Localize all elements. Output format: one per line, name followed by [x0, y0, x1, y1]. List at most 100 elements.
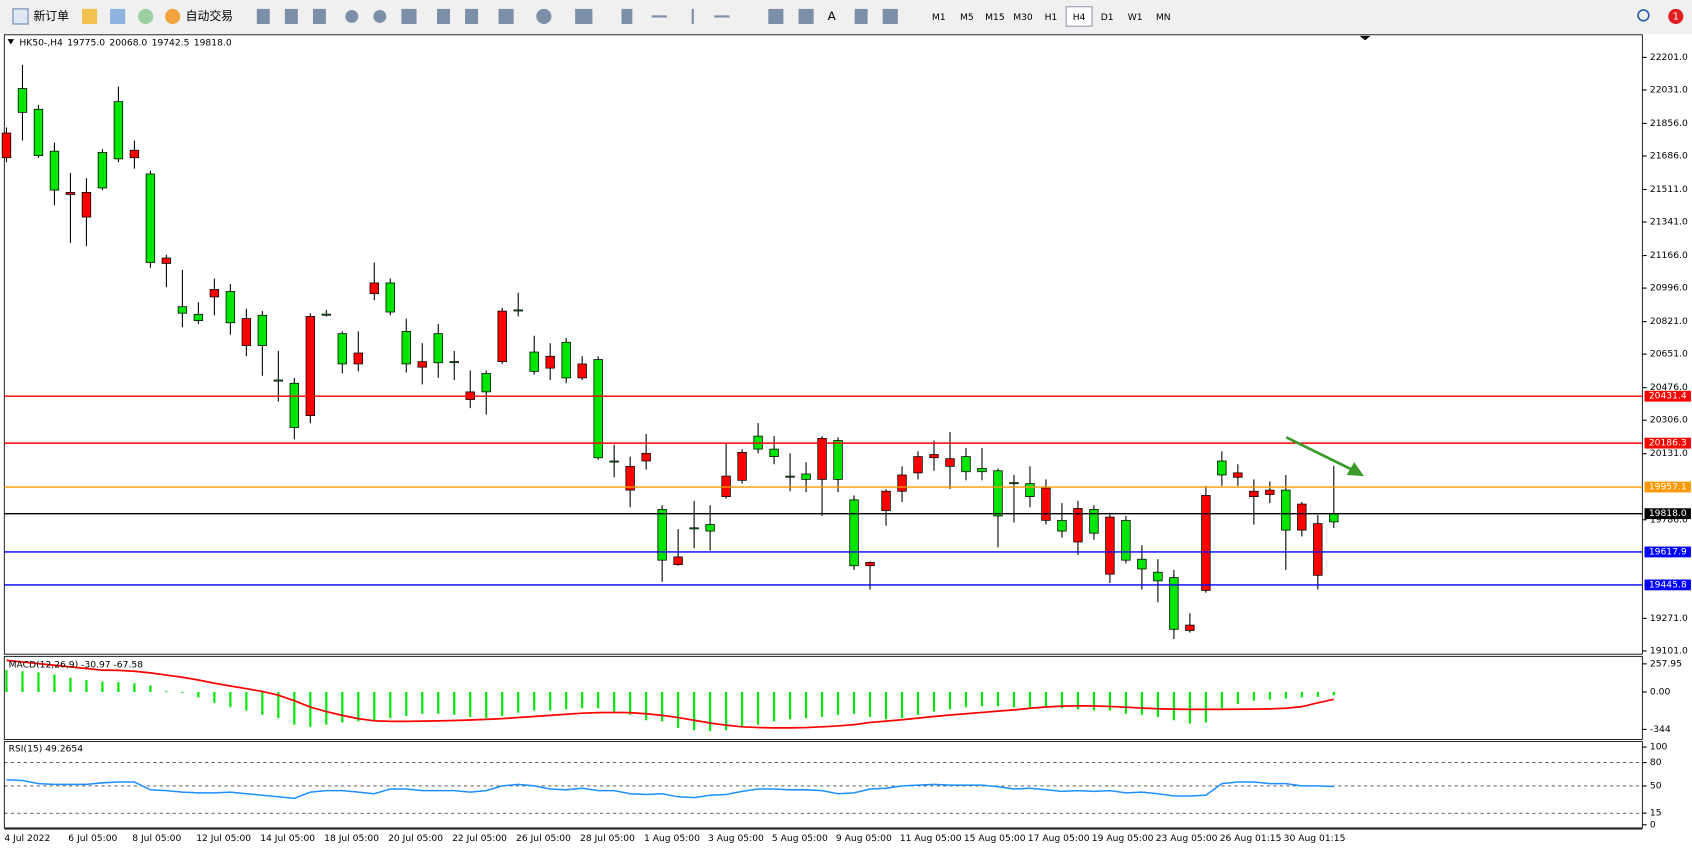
icon[interactable] [284, 8, 298, 25]
level-tag [1644, 437, 1691, 449]
x-tick-label: 8 Jul 05:00 [132, 833, 181, 844]
macd-bar [629, 691, 632, 715]
icon[interactable] [110, 8, 126, 25]
icon[interactable] [854, 8, 868, 25]
icon[interactable] [651, 15, 667, 18]
icon[interactable] [575, 8, 593, 25]
icon[interactable] [82, 8, 98, 25]
search-icon[interactable] [1637, 9, 1650, 22]
candle-body [897, 474, 907, 492]
toolbar-button[interactable]: 新订单 [33, 9, 69, 23]
x-tick-label: 9 Aug 05:00 [836, 833, 892, 844]
macd-bar [1316, 691, 1319, 697]
macd-bar [1108, 691, 1112, 711]
icon[interactable] [691, 8, 694, 25]
shift-marker [1359, 35, 1371, 41]
level-label: 20431.4 [1649, 391, 1687, 402]
timeframe-active[interactable] [1065, 6, 1093, 27]
indicator-title: MACD(12,26,9) -30.97 -67.58 [9, 659, 144, 670]
level-tag [1644, 481, 1691, 493]
level-tag [1644, 508, 1691, 520]
notification-badge[interactable] [1668, 8, 1684, 25]
macd-bar [389, 691, 392, 719]
trend-arrow [1285, 436, 1355, 472]
macd-bar [325, 691, 328, 725]
candle-body [241, 318, 252, 346]
macd-bar [165, 690, 168, 692]
macd-bar [181, 691, 184, 694]
timeframe-button[interactable]: MN [1156, 12, 1171, 23]
ohlc-value: 19818.0 [194, 37, 232, 48]
icon[interactable] [798, 8, 814, 25]
icon[interactable] [437, 8, 450, 25]
macd-bar [1156, 691, 1159, 718]
candle-body [1217, 460, 1227, 476]
icon[interactable] [373, 9, 387, 23]
candle-body [161, 257, 172, 264]
y-tick-label: 20651.0 [1650, 349, 1688, 360]
icon[interactable] [312, 8, 326, 25]
y-tick-label: 0 [1650, 819, 1656, 830]
macd-bar [1076, 691, 1080, 710]
candle-body [417, 361, 427, 368]
timeframe-button[interactable]: D1 [1101, 12, 1114, 23]
candle-body [1201, 495, 1211, 591]
icon[interactable] [165, 8, 181, 25]
icon[interactable] [882, 8, 898, 25]
macd-bar [1252, 691, 1255, 701]
icon[interactable] [714, 15, 730, 18]
candle-body [305, 316, 316, 416]
macd-bar [293, 691, 296, 725]
timeframe-button[interactable]: M1 [932, 12, 946, 23]
level-label: 19957.1 [1649, 482, 1687, 493]
icon[interactable] [536, 8, 552, 25]
macd-bar [1060, 691, 1064, 709]
macd-bar [1028, 691, 1032, 708]
timeframe-button[interactable]: W1 [1128, 12, 1143, 23]
macd-bar [852, 691, 856, 714]
macd-bar [421, 691, 424, 714]
icon[interactable] [138, 8, 154, 25]
x-tick-label: 26 Jul 05:00 [516, 833, 571, 844]
timeframe-button[interactable]: M15 [985, 12, 1005, 23]
macd-bar [661, 691, 664, 722]
macd-bar [581, 691, 584, 709]
macd-bar [597, 691, 600, 709]
notification-count[interactable]: 1 [1673, 11, 1679, 22]
timeframe-button[interactable]: H4 [1073, 12, 1086, 23]
timeframe-button[interactable]: M5 [960, 12, 974, 23]
icon[interactable] [345, 9, 359, 23]
macd-bar [69, 677, 72, 692]
macd-bar [277, 691, 280, 719]
candle-body [193, 313, 204, 322]
candle-body [881, 490, 891, 511]
macd-bar [133, 683, 136, 692]
icon[interactable] [401, 8, 417, 25]
text-tool-glyph[interactable]: A [828, 9, 837, 23]
timeframe-button[interactable]: M30 [1013, 12, 1033, 23]
x-tick-label: 11 Aug 05:00 [900, 833, 962, 844]
macd-bar [1092, 691, 1096, 711]
icon[interactable] [465, 8, 479, 25]
candle-body [497, 310, 507, 363]
icon[interactable] [621, 8, 633, 25]
x-tick-label: 26 Aug 01:15 [1220, 833, 1282, 844]
candle-body [97, 151, 108, 189]
y-tick-label: 21341.0 [1650, 217, 1688, 228]
icon[interactable] [498, 8, 514, 25]
panel-frame [3, 34, 1643, 655]
toolbar-button[interactable]: 自动交易 [186, 9, 233, 23]
icon[interactable] [768, 8, 784, 25]
x-tick-label: 15 Aug 05:00 [964, 833, 1026, 844]
candle-body [449, 361, 459, 364]
candle-body [321, 313, 332, 316]
icon[interactable] [12, 8, 29, 25]
y-tick-label: 22201.0 [1650, 52, 1688, 63]
x-tick-label: 4 Jul 2022 [4, 833, 50, 844]
macd-bar [900, 691, 904, 719]
icon[interactable] [256, 8, 270, 25]
collapse-marker [7, 39, 15, 45]
x-tick-label: 18 Jul 05:00 [324, 833, 379, 844]
timeframe-button[interactable]: H1 [1045, 12, 1058, 23]
macd-bar [5, 670, 8, 692]
